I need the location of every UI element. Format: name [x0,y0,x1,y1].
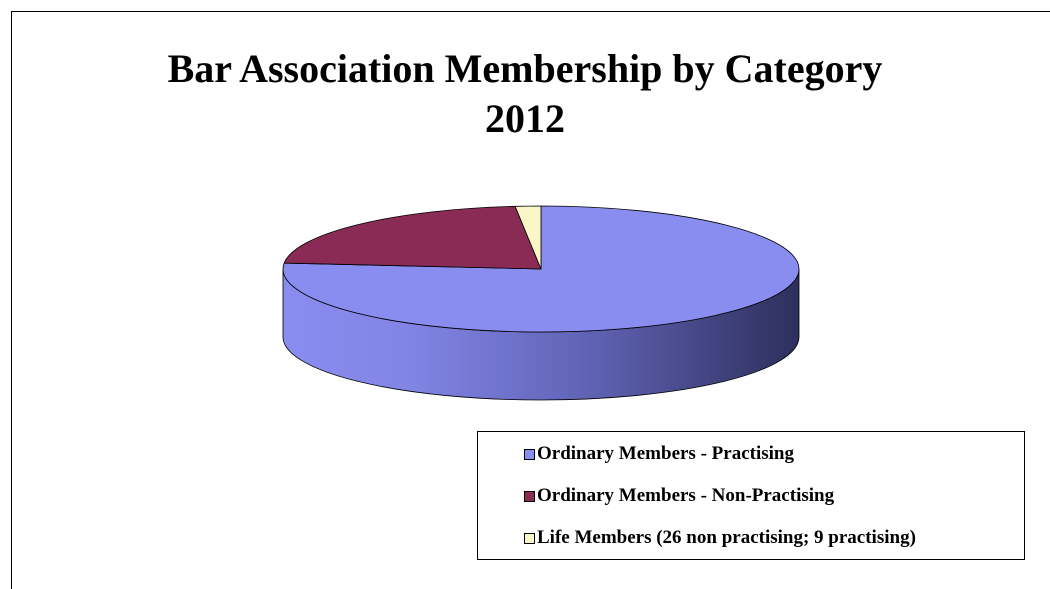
legend-swatch-non-practising [524,490,535,502]
pie-slice-life-members [514,205,542,270]
legend-label-life-members: Life Members (26 non practising; 9 pract… [537,527,916,548]
chart-area [11,11,1050,589]
chart-title: Bar Association Membership by Category 2… [0,44,1050,144]
legend-swatch-life-members [524,532,535,544]
pie-slice-non-practising [283,205,542,270]
pie-top [282,205,800,333]
legend-item-non-practising: Ordinary Members - Non-Practising [524,485,835,506]
legend-item-life-members: Life Members (26 non practising; 9 pract… [524,527,916,548]
chart-title-line2: 2012 [485,96,565,141]
legend-item-practising: Ordinary Members - Practising [524,443,794,464]
legend-label-non-practising: Ordinary Members - Non-Practising [537,485,835,506]
pie-slice-practising [282,205,800,333]
legend-label-practising: Ordinary Members - Practising [537,443,794,464]
legend-swatch-practising [524,448,535,460]
legend: Ordinary Members - Practising Ordinary M… [477,431,1025,560]
chart-title-line1: Bar Association Membership by Category [167,46,883,91]
